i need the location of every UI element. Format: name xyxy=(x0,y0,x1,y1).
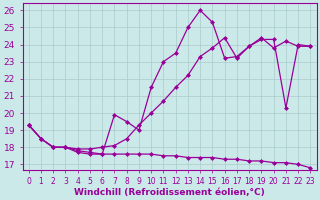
X-axis label: Windchill (Refroidissement éolien,°C): Windchill (Refroidissement éolien,°C) xyxy=(74,188,265,197)
